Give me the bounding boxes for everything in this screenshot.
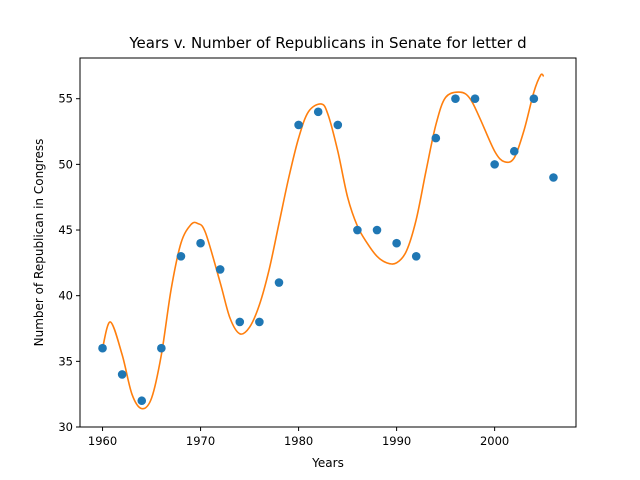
y-tick-label: 45 — [58, 223, 73, 237]
data-point — [431, 133, 441, 143]
data-point — [98, 343, 107, 353]
y-tick-label: 40 — [58, 289, 73, 303]
curve-layer — [101, 73, 545, 410]
data-point — [117, 370, 127, 379]
x-tick-label: 1970 — [186, 434, 215, 448]
fitted-curve — [101, 73, 545, 410]
points-layer — [98, 94, 558, 406]
data-point — [313, 107, 323, 117]
data-point — [137, 396, 147, 406]
plot-frame — [79, 57, 577, 428]
data-point — [353, 225, 362, 235]
data-point — [372, 225, 382, 235]
chart-title: Years v. Number of Republicans in Senate… — [128, 34, 526, 52]
x-tick-label: 1960 — [88, 434, 117, 448]
data-point — [294, 120, 303, 130]
data-point — [411, 251, 421, 261]
data-point — [529, 94, 539, 104]
data-point — [333, 120, 343, 130]
data-point — [509, 146, 519, 156]
y-tick-label: 35 — [58, 354, 73, 368]
y-axis-label: Number of Republican in Congress — [32, 139, 46, 347]
x-tick-label: 1990 — [382, 434, 411, 448]
data-point — [235, 317, 245, 327]
x-axis-label: Years — [311, 456, 344, 470]
y-tick-label: 55 — [58, 92, 73, 106]
data-point — [549, 173, 558, 182]
y-tick-label: 50 — [58, 157, 73, 171]
data-point — [176, 251, 186, 261]
data-point — [157, 343, 166, 353]
data-point — [451, 94, 460, 104]
x-axis-ticks: 1960 1970 1980 1990 2000 — [88, 427, 509, 448]
y-axis-ticks: 30 35 40 45 50 55 — [58, 92, 80, 434]
data-point — [470, 94, 480, 104]
data-point — [215, 265, 225, 274]
data-point — [490, 160, 499, 169]
data-point — [255, 317, 264, 327]
data-point — [274, 278, 284, 287]
data-point — [392, 238, 401, 248]
x-tick-label: 2000 — [480, 434, 509, 448]
y-tick-label: 30 — [58, 420, 73, 434]
data-point — [196, 238, 205, 248]
x-tick-label: 1980 — [284, 434, 313, 448]
